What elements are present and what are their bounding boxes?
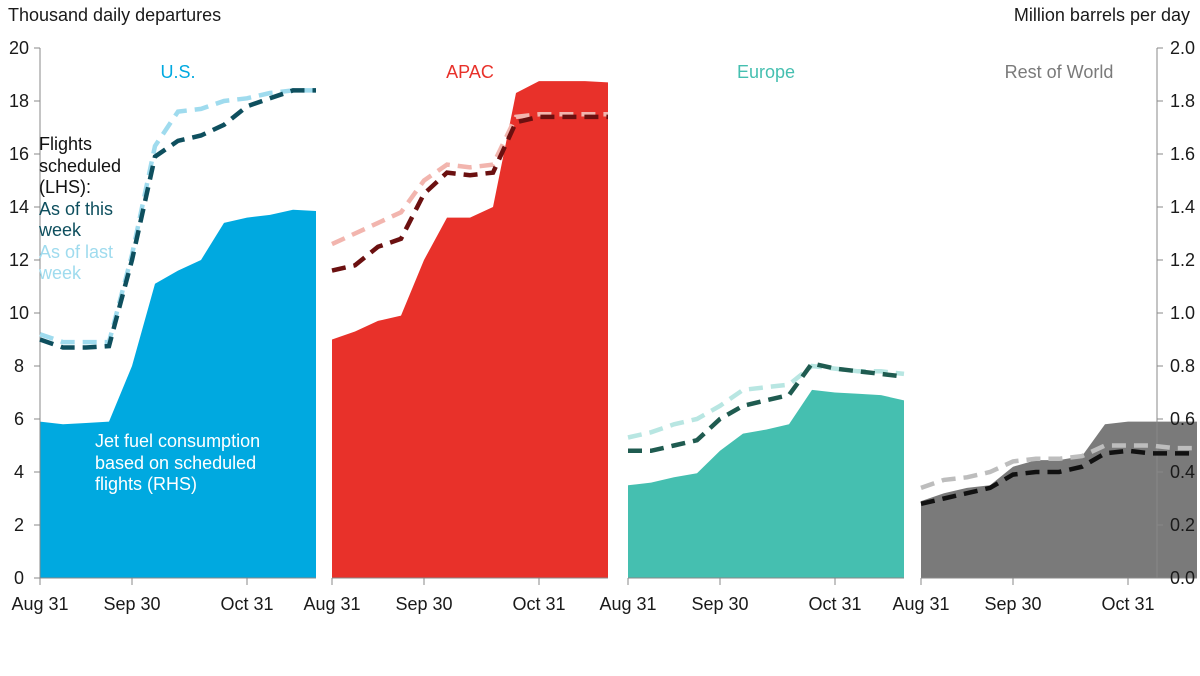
europe-x-tick-label-oct-31: Oct 31 (808, 594, 861, 614)
legend: Flights scheduled (LHS): As of this week… (39, 134, 149, 285)
rest-of-world-last-week-line (920, 443, 1197, 491)
u-s-x-tick-label-sep-30: Sep 30 (103, 594, 160, 614)
right-tick-label-0-2: 0.2 (1170, 515, 1195, 535)
left-tick-label-8: 8 (14, 356, 24, 376)
u-s-fuel-area (40, 209, 316, 578)
u-s-x-tick-label-oct-31: Oct 31 (220, 594, 273, 614)
u-s-last-week-line (39, 88, 316, 345)
axes-layer (34, 47, 1197, 585)
right-tick-label-2-0: 2.0 (1170, 38, 1195, 58)
rest-of-world-x-tick-label-oct-31: Oct 31 (1101, 594, 1154, 614)
rest-of-world-x-tick-label-aug-31: Aug 31 (892, 594, 949, 614)
area-layer (40, 81, 1197, 578)
line-layer (39, 88, 1197, 506)
right-tick-label-0-6: 0.6 (1170, 409, 1195, 429)
legend-last-week: As of last week (39, 241, 114, 284)
left-tick-label-12: 12 (9, 250, 29, 270)
left-tick-label-4: 4 (14, 462, 24, 482)
europe-fuel-area (628, 389, 904, 578)
u-s-panel-title: U.S. (160, 62, 195, 82)
apac-x-tick-label-sep-30: Sep 30 (395, 594, 452, 614)
right-tick-label-1-4: 1.4 (1170, 197, 1195, 217)
right-tick-label-1-8: 1.8 (1170, 91, 1195, 111)
right-tick-label-0-8: 0.8 (1170, 356, 1195, 376)
apac-fuel-area (332, 81, 608, 578)
left-axis-label: Thousand daily departures (8, 5, 222, 25)
left-tick-label-2: 2 (14, 515, 24, 535)
left-tick-label-20: 20 (9, 38, 29, 58)
legend-this-week: As of this week (39, 198, 114, 241)
left-tick-label-0: 0 (14, 568, 24, 588)
europe-panel-title: Europe (737, 62, 795, 82)
apac-x-tick-label-aug-31: Aug 31 (303, 594, 360, 614)
right-tick-label-1-0: 1.0 (1170, 303, 1195, 323)
u-s-x-tick-label-aug-31: Aug 31 (11, 594, 68, 614)
apac-x-tick-label-oct-31: Oct 31 (512, 594, 565, 614)
area-annotation: Jet fuel consumption based on scheduled … (95, 431, 261, 494)
apac-last-week-line (331, 112, 608, 247)
rest-of-world-fuel-area (921, 421, 1197, 578)
europe-x-tick-label-sep-30: Sep 30 (691, 594, 748, 614)
u-s-this-week-line (39, 88, 316, 350)
rest-of-world-this-week-line (920, 448, 1197, 506)
left-tick-label-14: 14 (9, 197, 29, 217)
left-tick-label-16: 16 (9, 144, 29, 164)
right-tick-label-1-6: 1.6 (1170, 144, 1195, 164)
right-axis-label: Million barrels per day (1013, 5, 1190, 25)
right-tick-label-0-4: 0.4 (1170, 462, 1195, 482)
europe-last-week-line (627, 363, 905, 440)
left-tick-label-6: 6 (14, 409, 24, 429)
europe-this-week-line (628, 360, 905, 454)
left-tick-label-18: 18 (9, 91, 29, 111)
apac-panel-title: APAC (446, 62, 494, 82)
rest-of-world-x-tick-label-sep-30: Sep 30 (984, 594, 1041, 614)
text-layer: U.S. Aug 31 Sep 30 Oct 31 APAC Aug 31 Sep 30 Oc… (9, 38, 1195, 614)
europe-x-tick-label-aug-31: Aug 31 (599, 594, 656, 614)
right-tick-label-1-2: 1.2 (1170, 250, 1195, 270)
left-tick-label-10: 10 (9, 303, 29, 323)
rest-of-world-panel-title: Rest of World (1005, 62, 1114, 82)
legend-title: Flights scheduled (LHS): (39, 134, 122, 197)
apac-this-week-line (331, 114, 608, 273)
right-tick-label-0-0: 0.0 (1170, 568, 1195, 588)
